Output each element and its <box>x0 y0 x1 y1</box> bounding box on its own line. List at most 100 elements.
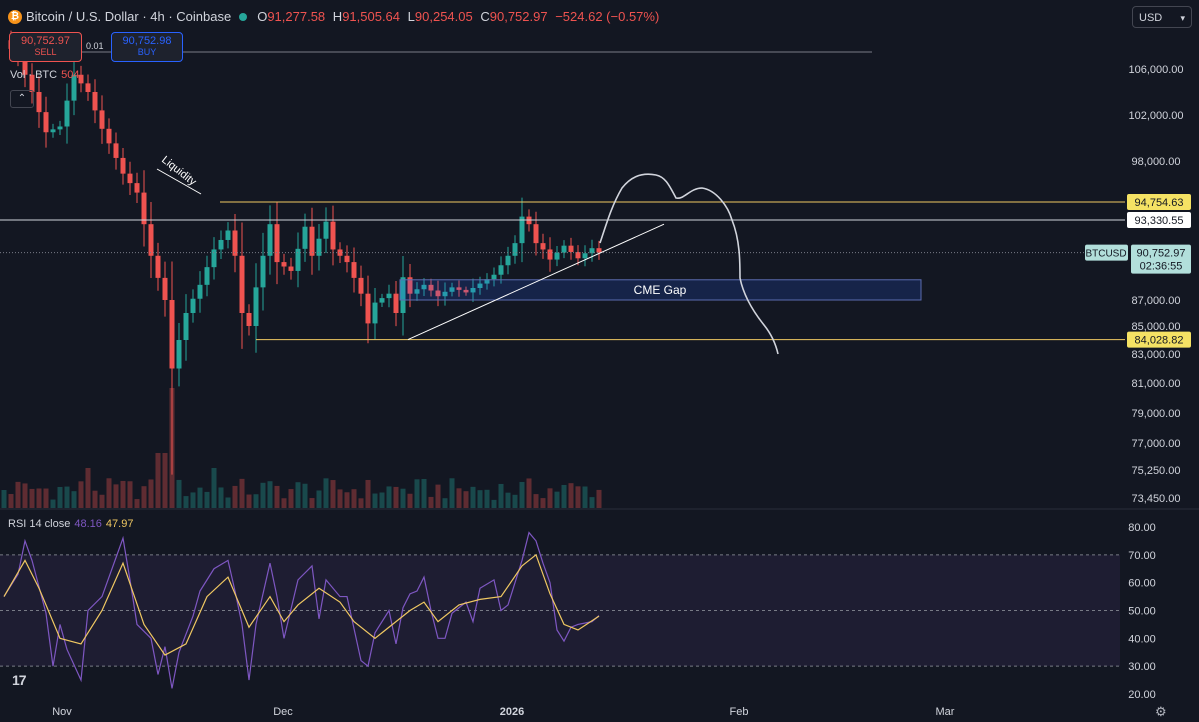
candle-body <box>22 57 28 75</box>
countdown-tag: 02:36:55 <box>1140 261 1183 273</box>
volume-legend[interactable]: Vol · BTC 504 <box>10 69 79 81</box>
symbol-title[interactable]: Bitcoin / U.S. Dollar · 4h · Coinbase <box>26 9 232 24</box>
candle-body <box>183 313 189 340</box>
volume-bar <box>400 488 406 508</box>
volume-bar <box>379 492 385 508</box>
volume-value: 504 <box>61 69 80 81</box>
symbol-header[interactable]: ₿ Bitcoin / U.S. Dollar · 4h · Coinbase … <box>8 9 659 24</box>
volume-bar <box>71 491 77 508</box>
volume-bar <box>533 494 539 508</box>
volume-bar <box>15 481 21 508</box>
volume-bar <box>43 488 49 508</box>
volume-bar <box>589 497 595 508</box>
volume-bar <box>519 481 525 508</box>
currency-select[interactable]: USD ▾ <box>1132 6 1192 28</box>
volume-bar <box>337 489 343 508</box>
candle-body <box>561 245 567 253</box>
volume-bar <box>582 486 588 508</box>
candle-body <box>323 221 329 239</box>
rsi-axis-tick: 30.00 <box>1128 661 1156 673</box>
level-tag-upper: 94,754.63 <box>1135 197 1184 209</box>
volume-bar <box>120 480 126 508</box>
volume-bar <box>253 494 259 508</box>
candle-body <box>512 243 518 256</box>
volume-bar <box>463 491 469 508</box>
change-value: −524.62 (−0.57%) <box>555 9 660 24</box>
candle-body <box>197 284 203 299</box>
volume-bar <box>442 498 448 508</box>
volume-label: Vol · BTC <box>10 69 58 81</box>
volume-bar <box>106 478 112 508</box>
collapse-legend-button[interactable]: ⌃ <box>10 90 34 108</box>
sell-button[interactable]: 90,752.97 SELL <box>9 32 82 62</box>
high-label: H <box>332 9 343 24</box>
close-value: 90,752.97 <box>489 9 548 24</box>
buy-button[interactable]: 90,752.98 BUY <box>111 32 183 62</box>
volume-bar <box>99 494 105 508</box>
rsi-legend[interactable]: RSI 14 close 48.16 47.97 <box>8 518 133 530</box>
trend-line <box>407 223 665 341</box>
candle-body <box>414 289 420 294</box>
price-axis-tick: 83,000.00 <box>1132 349 1181 361</box>
volume-bar <box>211 468 217 508</box>
time-axis-tick: Feb <box>730 706 749 718</box>
candle-body <box>428 284 434 291</box>
candle-body <box>442 291 448 297</box>
candle-body <box>484 279 490 284</box>
chevron-up-icon: ⌃ <box>17 93 27 104</box>
candle-body <box>274 224 280 263</box>
tradingview-logo-icon[interactable]: 17 <box>12 672 27 688</box>
volume-bar <box>365 479 371 508</box>
volume-bar <box>85 468 91 508</box>
volume-bar <box>22 483 28 508</box>
candle-body <box>505 255 511 266</box>
volume-bar <box>414 479 420 508</box>
candle-body <box>421 284 427 290</box>
volume-bar <box>547 488 553 508</box>
volume-bar <box>197 487 203 508</box>
rsi-axis-tick: 60.00 <box>1128 578 1156 590</box>
volume-bar <box>218 487 224 508</box>
level-tag-lower: 84,028.82 <box>1135 335 1184 347</box>
time-axis-tick: 2026 <box>500 706 524 718</box>
price-axis-tick: 106,000.00 <box>1128 64 1183 76</box>
price-axis-tick: 81,000.00 <box>1132 378 1181 390</box>
volume-bar <box>29 488 35 508</box>
time-axis-tick: Nov <box>52 706 72 718</box>
volume-bar <box>470 486 476 508</box>
candle-body <box>50 129 56 133</box>
high-value: 91,505.64 <box>342 9 401 24</box>
projected-path <box>599 173 779 355</box>
candle-body <box>253 287 259 326</box>
price-axis-tick: 87,000.00 <box>1132 295 1181 307</box>
rsi-ma-value: 47.97 <box>105 518 134 530</box>
candle-body <box>330 221 336 250</box>
volume-bar <box>505 492 511 508</box>
candle-body <box>78 74 84 84</box>
candle-body <box>232 230 238 256</box>
bitcoin-icon: ₿ <box>8 9 22 24</box>
rsi-axis-tick: 80.00 <box>1128 522 1156 534</box>
volume-bar <box>64 486 70 508</box>
volume-bar <box>526 478 532 508</box>
volume-bar <box>344 492 350 508</box>
volume-bar <box>421 478 427 508</box>
gear-icon[interactable]: ⚙ <box>1155 704 1167 719</box>
ohlc-values: O91,277.58 H91,505.64 L90,254.05 C90,752… <box>257 9 659 24</box>
candle-body <box>155 255 161 278</box>
rsi-ma-line <box>3 553 600 656</box>
volume-bar <box>484 489 490 508</box>
volume-bar <box>92 490 98 508</box>
volume-bar <box>561 484 567 508</box>
last-price-tag: 90,752.97 <box>1137 248 1186 260</box>
price-axis-tick: 98,000.00 <box>1132 156 1181 168</box>
candle-body <box>64 100 70 127</box>
volume-bar <box>491 499 497 508</box>
candle-body <box>260 255 266 288</box>
candle-body <box>351 262 357 278</box>
candle-body <box>169 300 175 369</box>
volume-bar <box>204 491 210 508</box>
market-open-icon <box>239 12 248 21</box>
candle-body <box>449 287 455 292</box>
